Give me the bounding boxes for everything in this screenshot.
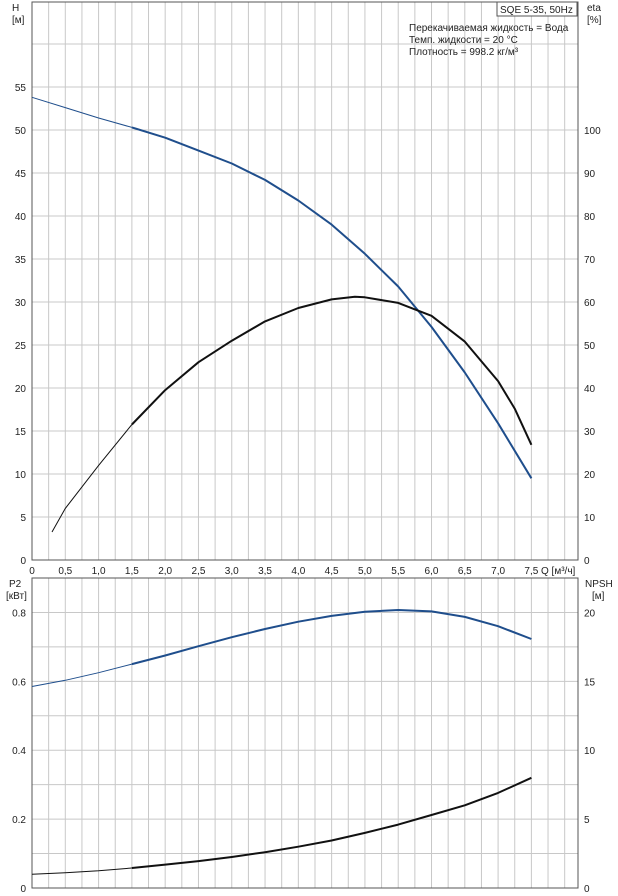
y-left-tick-upper: 0 (20, 556, 26, 567)
x-tick: 2,0 (158, 566, 172, 577)
x-tick: 5,0 (358, 566, 372, 577)
density-info: Плотность = 998.2 кг/м³ (409, 47, 519, 58)
y-left-label-lower: P2 (9, 579, 22, 590)
y-left-label-upper: H (12, 3, 19, 14)
lower-frame (31, 577, 579, 889)
power-curve (131, 609, 532, 666)
curves (31, 96, 533, 875)
y-right-tick-upper: 50 (584, 341, 596, 352)
y-left-tick-upper: 55 (15, 83, 27, 94)
x-tick: 1,0 (92, 566, 106, 577)
x-tick: 7,5 (524, 566, 538, 577)
head-curve-thin (31, 96, 133, 128)
x-tick: 0,5 (58, 566, 72, 577)
y-left-tick-upper: 20 (15, 384, 27, 395)
y-left-tick-lower: 0.8 (12, 608, 26, 619)
x-tick: 5,5 (391, 566, 405, 577)
y-left-tick-lower: 0.4 (12, 746, 26, 757)
y-left-tick-upper: 15 (15, 427, 27, 438)
y-right-label-upper: eta (587, 3, 601, 14)
x-tick: 2,5 (192, 566, 206, 577)
lower-grid (32, 578, 578, 888)
y-right-tick-upper: 100 (584, 126, 601, 137)
y-right-tick-upper: 70 (584, 255, 596, 266)
temperature-info: Темп. жидкости = 20 °C (409, 35, 518, 46)
y-left-unit-upper: [м] (12, 15, 25, 26)
x-tick: 3,5 (258, 566, 272, 577)
x-tick: 4,0 (291, 566, 305, 577)
x-tick: 0 (29, 566, 35, 577)
y-right-tick-upper: 90 (584, 169, 596, 180)
y-right-tick-upper: 10 (584, 513, 596, 524)
y-right-tick-upper: 30 (584, 427, 596, 438)
x-tick: 4,5 (325, 566, 339, 577)
head-curve (131, 126, 533, 479)
npsh-curve (131, 776, 532, 869)
npsh-curve-thin (31, 867, 132, 875)
y-left-tick-lower: 0.6 (12, 677, 26, 688)
x-tick: 3,0 (225, 566, 239, 577)
y-right-tick-lower: 5 (584, 815, 590, 826)
x-tick: 1,5 (125, 566, 139, 577)
y-left-tick-upper: 5 (20, 513, 26, 524)
y-right-tick-lower: 0 (584, 884, 590, 895)
y-left-tick-upper: 25 (15, 341, 27, 352)
y-left-tick-upper: 40 (15, 212, 27, 223)
x-axis-label: Q [м³/ч] (541, 566, 576, 577)
upper-grid (32, 2, 578, 561)
y-left-tick-upper: 10 (15, 470, 27, 481)
y-left-tick-lower: 0 (20, 884, 26, 895)
y-left-tick-lower: 0.2 (12, 815, 26, 826)
x-tick: 6,5 (458, 566, 472, 577)
y-left-tick-upper: 30 (15, 298, 27, 309)
model-label: SQE 5-35, 50Hz (500, 5, 573, 16)
y-right-label-lower: NPSH (585, 579, 613, 590)
y-left-tick-upper: 50 (15, 126, 27, 137)
y-left-unit-lower: [кВт] (6, 591, 27, 602)
y-right-tick-lower: 15 (584, 677, 596, 688)
y-right-tick-upper: 80 (584, 212, 596, 223)
y-right-tick-upper: 60 (584, 298, 596, 309)
y-right-unit-upper: [%] (587, 15, 602, 26)
model-box (496, 1, 578, 17)
y-left-tick-upper: 35 (15, 255, 27, 266)
y-right-tick-upper: 0 (584, 556, 590, 567)
y-right-tick-upper: 40 (584, 384, 596, 395)
y-right-unit-lower: [м] (592, 591, 605, 602)
upper-frame (31, 1, 579, 561)
tick-labels: 0510152025303540455055010203040506070809… (12, 83, 601, 895)
efficiency-curve-thin (51, 424, 133, 533)
y-right-tick-lower: 20 (584, 608, 596, 619)
chart-frames (31, 1, 579, 889)
efficiency-curve (131, 295, 533, 446)
x-tick: 7,0 (491, 566, 505, 577)
y-right-tick-upper: 20 (584, 470, 596, 481)
power-curve-thin (31, 663, 133, 687)
liquid-info: Перекачиваемая жидкость = Вода (409, 23, 569, 34)
x-tick: 6,0 (425, 566, 439, 577)
y-left-tick-upper: 45 (15, 169, 27, 180)
y-right-tick-lower: 10 (584, 746, 596, 757)
